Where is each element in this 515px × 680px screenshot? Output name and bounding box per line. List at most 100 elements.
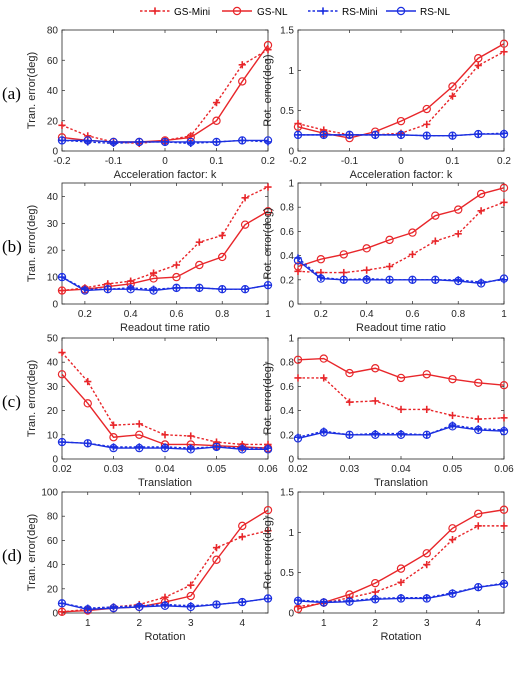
- chart-panel-r0-c1: 0 0.5 1 1.5 -0.2 -0.1 0 0.1 0.2 Acceleration fact…: [262, 26, 511, 182]
- data-point-gs-nl: [212, 116, 221, 125]
- x-tick-label: 0.2: [314, 309, 328, 320]
- series-line-rs-nl: [61, 597, 269, 611]
- data-point-rs-nl: [109, 603, 118, 613]
- data-point-rs-nl: [319, 598, 328, 607]
- data-point-rs-nl: [448, 589, 457, 598]
- data-point-gs-mini: [423, 561, 431, 569]
- series-rs-nl: [57, 594, 273, 614]
- plot-area: [297, 491, 505, 614]
- data-point-gs-nl: [431, 211, 440, 220]
- y-tick-label: 30: [47, 219, 59, 230]
- x-tick-label: 1: [321, 618, 327, 629]
- series-rs-nl: [57, 437, 273, 454]
- x-tick-label: -0.2: [289, 156, 307, 167]
- series-line-rs-nl: [298, 133, 504, 137]
- y-axis-label: Tran. error(deg): [26, 52, 38, 129]
- y-tick-label: 0: [288, 455, 294, 466]
- legend-marker: [232, 6, 242, 16]
- chart-panel-r3-c1: 0 0.5 1 1.5 1 2 3 4 Rotation Rot. error(deg): [262, 488, 509, 643]
- y-tick-label: 0: [288, 300, 294, 311]
- y-tick-label: 0: [52, 609, 58, 620]
- data-point-rs-nl: [499, 579, 509, 589]
- data-point-gs-nl: [345, 368, 354, 378]
- data-point-gs-mini: [431, 237, 439, 245]
- data-point-gs-nl: [422, 370, 431, 379]
- legend-entry-gs-nl: GS-NL: [222, 6, 288, 18]
- data-point-gs-mini: [477, 207, 485, 215]
- data-point-rs-nl: [319, 428, 328, 437]
- data-point-gs-nl: [195, 260, 204, 270]
- x-tick-label: 0.06: [494, 464, 514, 475]
- data-point-gs-mini: [345, 398, 354, 406]
- series-rs-nl: [293, 579, 509, 607]
- legend-entry-rs-nl: RS-NL: [386, 6, 450, 18]
- x-tick-label: 1: [265, 309, 271, 320]
- x-tick-label: 0.05: [443, 464, 463, 475]
- chart-panel-r1-c0: 0 10 20 30 40 0.2 0.4 0.6 0.8 1 Readout time ratio…: [26, 182, 273, 334]
- data-point-rs-nl: [135, 137, 144, 147]
- y-tick-label: 10: [47, 273, 59, 284]
- data-point-gs-mini: [340, 268, 348, 277]
- series-rs-nl: [57, 272, 273, 295]
- data-point-gs-mini: [371, 588, 379, 596]
- y-tick-label: 1: [288, 179, 294, 190]
- data-point-gs-mini: [212, 544, 221, 552]
- series-line-rs-nl: [61, 276, 269, 292]
- data-point-rs-nl: [339, 275, 348, 284]
- data-point-gs-nl: [212, 555, 221, 564]
- y-tick-label: 0.5: [280, 106, 294, 117]
- data-point-gs-mini: [187, 581, 195, 589]
- y-tick-label: 60: [47, 56, 59, 67]
- data-point-rs-nl: [57, 136, 67, 145]
- row-label: (a): [2, 84, 21, 103]
- y-tick-label: 0: [288, 609, 294, 620]
- data-point-gs-nl: [293, 355, 303, 364]
- data-point-rs-nl: [448, 131, 457, 140]
- x-tick-label: 4: [239, 618, 245, 629]
- data-point-gs-nl: [499, 505, 509, 514]
- data-point-gs-nl: [408, 228, 417, 237]
- x-tick-label: 1: [85, 618, 91, 629]
- series-gs-nl: [293, 505, 509, 614]
- y-tick-label: 0.6: [280, 227, 294, 238]
- data-point-gs-mini: [474, 522, 482, 530]
- x-axis-label: Acceleration factor: k: [114, 169, 217, 181]
- y-axis-label: Rot. error(deg): [262, 362, 274, 434]
- series-gs-nl: [293, 354, 509, 390]
- plot-area: [61, 337, 269, 460]
- y-axis-label: Rot. error(deg): [262, 54, 274, 126]
- x-axis-label: Rotation: [381, 631, 422, 643]
- data-point-rs-nl: [263, 136, 273, 145]
- data-point-gs-nl: [339, 250, 348, 259]
- data-point-rs-nl: [238, 136, 247, 145]
- data-point-gs-mini: [371, 397, 379, 405]
- x-tick-label: 0.02: [52, 464, 72, 475]
- x-tick-label: 0.4: [124, 309, 138, 320]
- plot-area: [61, 491, 269, 614]
- y-tick-label: 50: [47, 334, 59, 345]
- x-tick-label: 0.1: [210, 156, 224, 167]
- data-point-gs-nl: [57, 370, 67, 379]
- data-point-gs-mini: [58, 348, 66, 357]
- data-point-rs-nl: [212, 600, 221, 609]
- y-axis-label: Rot. error(deg): [262, 516, 274, 588]
- y-tick-label: 0.5: [280, 568, 294, 579]
- series-gs-nl: [293, 183, 509, 271]
- data-point-gs-nl: [362, 244, 371, 253]
- data-point-rs-nl: [422, 430, 431, 439]
- data-point-gs-nl: [396, 116, 406, 126]
- data-point-rs-nl: [293, 434, 303, 443]
- x-tick-label: 0.2: [497, 156, 511, 167]
- data-point-gs-mini: [161, 431, 169, 439]
- data-point-gs-mini: [448, 411, 457, 420]
- x-axis-label: Acceleration factor: k: [350, 169, 453, 181]
- data-point-gs-mini: [423, 120, 431, 128]
- data-point-rs-nl: [385, 275, 394, 284]
- data-point-gs-nl: [396, 564, 406, 573]
- data-point-rs-nl: [476, 279, 486, 288]
- data-point-rs-nl: [83, 605, 92, 614]
- series-line-rs-nl: [297, 425, 505, 440]
- data-point-rs-nl: [109, 443, 118, 453]
- data-point-rs-nl: [160, 601, 170, 610]
